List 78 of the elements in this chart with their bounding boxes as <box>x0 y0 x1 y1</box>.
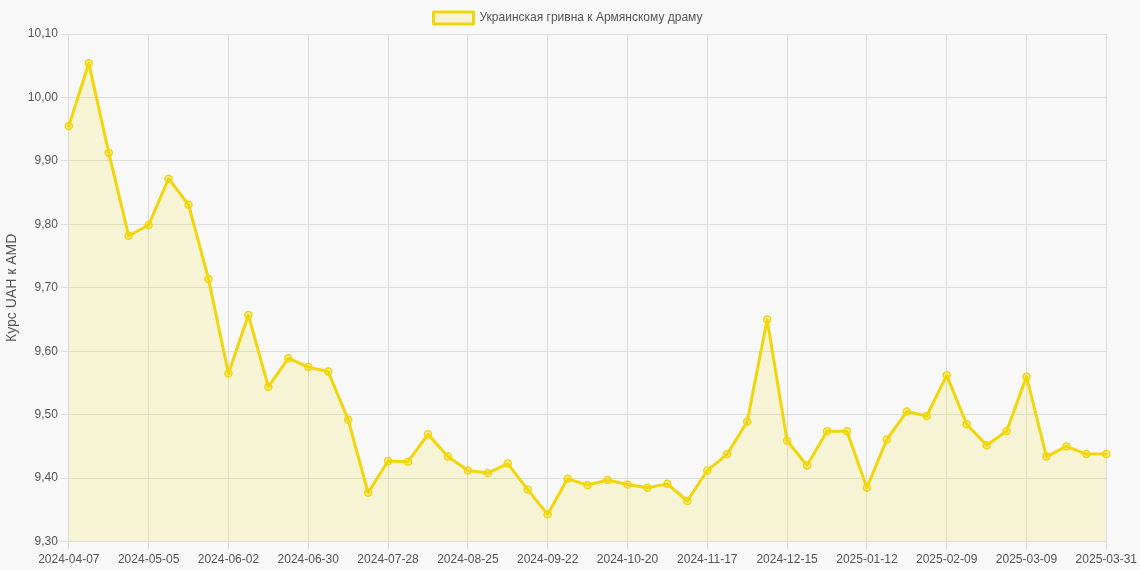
point <box>304 362 313 372</box>
point <box>683 496 692 506</box>
point <box>323 367 333 376</box>
point <box>1022 372 1031 381</box>
y-tick-label: 9,80 <box>34 216 59 231</box>
x-tick-label: 2024-04-07 <box>38 552 100 567</box>
point <box>483 468 493 478</box>
x-tick-label: 2024-08-25 <box>437 552 499 567</box>
point <box>882 435 892 444</box>
x-tick-label: 2024-10-20 <box>596 552 659 567</box>
x-tick-label: 2024-11-17 <box>677 552 738 567</box>
y-tick-label: 10,10 <box>27 26 59 41</box>
x-tick-label: 2024-05-05 <box>117 552 180 567</box>
point <box>782 436 792 445</box>
point <box>623 480 632 489</box>
x-tick-label: 2024-09-22 <box>516 552 579 567</box>
x-tick-label: 2024-06-30 <box>277 552 340 567</box>
point <box>982 440 991 450</box>
point <box>343 415 353 425</box>
point <box>543 510 552 519</box>
point <box>164 174 173 183</box>
x-tick-label: 2025-03-31 <box>1075 552 1138 567</box>
point <box>942 371 951 380</box>
point <box>583 480 592 490</box>
point <box>403 457 413 466</box>
y-axis-title: Курс UAH к AMD <box>3 233 20 342</box>
point <box>742 417 752 426</box>
point <box>84 58 94 68</box>
x-tick-label: 2024-12-15 <box>756 552 819 567</box>
y-tick-label: 9,70 <box>34 280 59 295</box>
point <box>1002 426 1011 436</box>
x-tick-label: 2025-03-09 <box>995 552 1058 567</box>
point <box>722 449 732 459</box>
y-tick-label: 9,40 <box>34 470 59 485</box>
legend-label: Украинская гривна к Армянскому драму <box>479 10 703 25</box>
point <box>1062 442 1071 451</box>
x-tick-label: 2025-01-12 <box>836 552 898 567</box>
point <box>503 459 513 468</box>
point <box>104 148 113 157</box>
point <box>523 485 532 494</box>
point <box>224 369 233 378</box>
point <box>423 430 433 439</box>
point <box>64 121 74 131</box>
point <box>563 474 572 484</box>
x-tick-label: 2024-06-02 <box>197 552 260 567</box>
point <box>842 426 852 436</box>
point <box>1082 449 1091 459</box>
point <box>762 315 772 324</box>
point <box>144 220 153 230</box>
point <box>244 310 253 320</box>
point <box>603 475 612 485</box>
point <box>1042 452 1051 461</box>
point <box>802 461 812 470</box>
point <box>822 426 832 436</box>
y-tick-label: 9,50 <box>34 407 59 422</box>
point <box>184 200 193 209</box>
point <box>663 479 672 489</box>
point <box>962 419 971 429</box>
point <box>204 274 213 284</box>
point <box>383 456 393 466</box>
x-tick-label: 2024-07-28 <box>357 552 420 567</box>
y-tick-label: 9,90 <box>34 153 59 168</box>
point <box>902 407 912 416</box>
point <box>363 488 373 497</box>
point <box>463 466 473 475</box>
point <box>703 466 712 475</box>
point <box>862 483 872 492</box>
y-tick-label: 9,30 <box>34 533 59 548</box>
point <box>284 353 293 363</box>
point <box>643 483 652 492</box>
point <box>124 231 133 241</box>
x-tick-label: 2025-02-09 <box>916 552 978 567</box>
y-tick-label: 9,60 <box>34 343 59 358</box>
point <box>264 382 273 392</box>
point <box>922 411 931 421</box>
y-tick-label: 10,00 <box>27 89 59 104</box>
point <box>1102 449 1111 459</box>
point <box>443 452 453 461</box>
